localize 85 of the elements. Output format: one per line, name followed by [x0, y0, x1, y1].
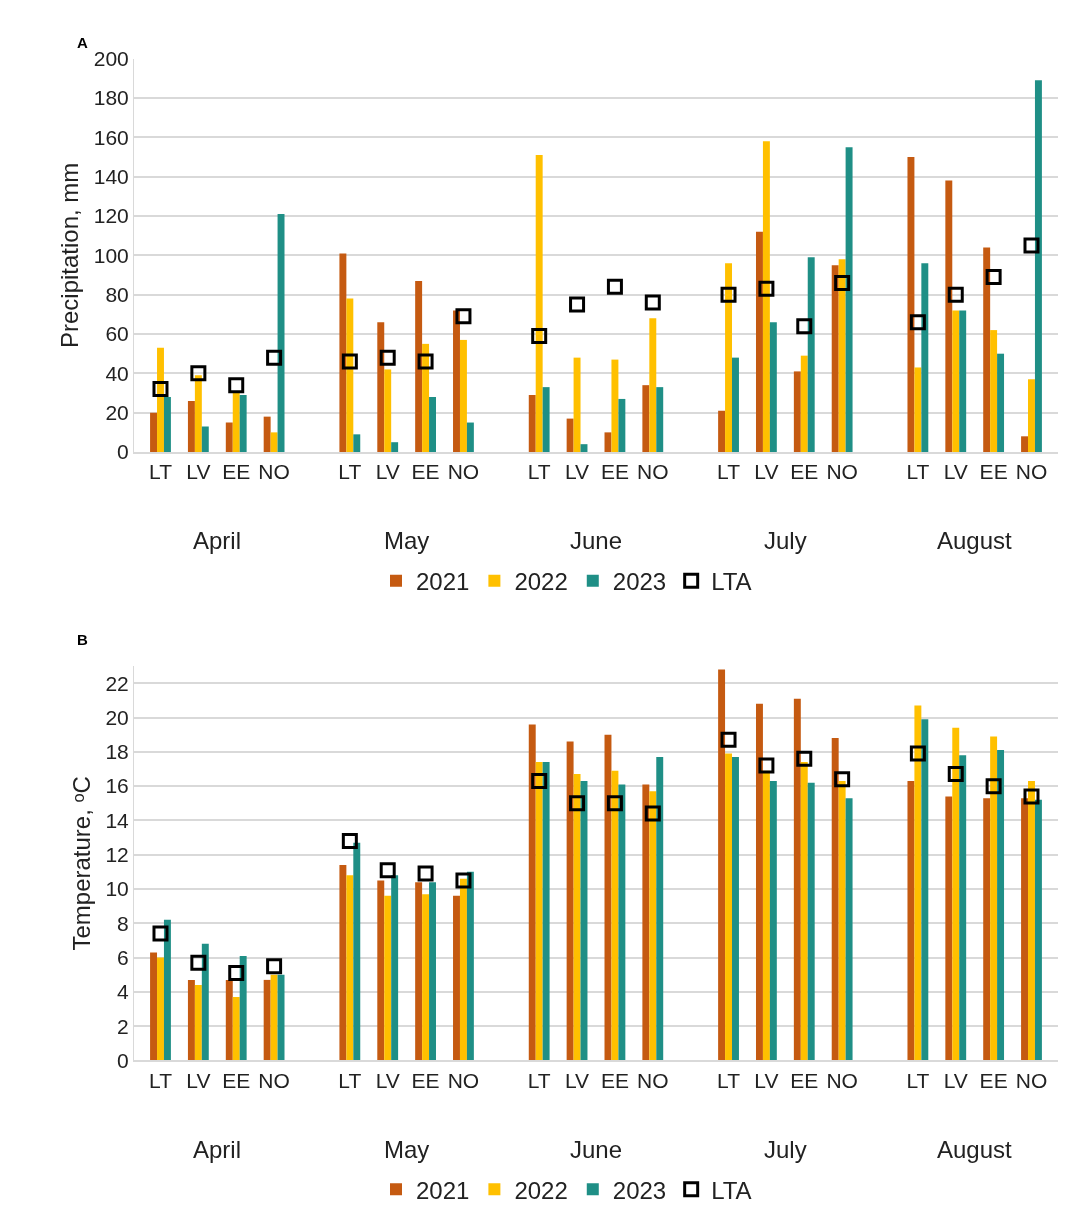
- y-tick-label: 0: [117, 1048, 129, 1072]
- y-tick-label: 18: [105, 740, 129, 764]
- y-tick-label: 60: [105, 322, 129, 346]
- text: July: [764, 527, 807, 554]
- y-tick-label: 14: [105, 808, 130, 832]
- y-tick-label: 40: [105, 361, 129, 385]
- text: June: [570, 1136, 623, 1163]
- x-tick-label: NO: [826, 1068, 858, 1092]
- x-tick-label: NO: [258, 460, 290, 484]
- y-axis-title: Precipitation, mm: [55, 162, 83, 349]
- y-tick-label: 200: [93, 46, 129, 70]
- x-tick-label: EE: [600, 460, 629, 484]
- y-tick-label: 120: [93, 204, 129, 228]
- y-tick-label: 16: [105, 774, 129, 798]
- x-tick-label: LT: [338, 460, 362, 484]
- x-tick-label: EE: [222, 460, 251, 484]
- x-tick-label: NO: [637, 460, 669, 484]
- legend-label: 2023: [612, 568, 667, 596]
- y-tick-label: 20: [105, 401, 129, 425]
- x-tick-label: EE: [979, 1068, 1008, 1092]
- y-tick-label: 140: [93, 165, 129, 189]
- legend-label: 2021: [416, 568, 470, 596]
- y-tick-label: 2: [117, 1014, 129, 1038]
- x-tick-label: LV: [754, 1068, 779, 1092]
- x-tick-label: EE: [790, 1068, 819, 1092]
- y-tick-label: 160: [93, 125, 129, 149]
- x-tick-label: EE: [411, 1068, 440, 1092]
- x-tick-label: NO: [1015, 460, 1048, 484]
- y-tick-label: 100: [93, 243, 129, 267]
- x-tick-label: LV: [943, 1068, 968, 1092]
- y-tick-label: 80: [105, 283, 129, 307]
- x-tick-label: NO: [637, 1068, 669, 1092]
- x-tick-label: LV: [564, 460, 590, 484]
- x-tick-label: NO: [258, 1068, 290, 1092]
- text: April: [193, 527, 242, 554]
- x-tick-label: LV: [564, 1068, 590, 1092]
- legend-label: LTA: [711, 1176, 752, 1204]
- y-tick-label: 0: [117, 440, 129, 464]
- chart-title: A: [77, 34, 88, 51]
- x-tick-label: LV: [943, 460, 968, 484]
- x-tick-label: LT: [527, 1068, 551, 1092]
- y-axis-title: Temperature, ᵒC: [67, 776, 95, 951]
- x-tick-label: LT: [527, 460, 551, 484]
- text: June: [570, 527, 623, 554]
- legend-label: 2021: [416, 1176, 470, 1204]
- x-tick-label: LT: [717, 1068, 741, 1092]
- legend-label: 2022: [514, 1176, 568, 1204]
- x-tick-label: NO: [826, 460, 858, 484]
- text: April: [193, 1136, 242, 1163]
- chart-title: B: [77, 631, 88, 648]
- y-tick-label: 12: [105, 843, 129, 867]
- x-tick-label: EE: [411, 460, 440, 484]
- x-tick-label: NO: [447, 1068, 480, 1092]
- text: May: [384, 1136, 430, 1163]
- text: July: [764, 1136, 807, 1163]
- y-tick-label: 6: [117, 945, 129, 969]
- x-tick-label: LT: [906, 1068, 930, 1092]
- x-tick-label: NO: [447, 460, 480, 484]
- x-tick-label: LT: [906, 460, 930, 484]
- x-tick-label: LV: [375, 1068, 400, 1092]
- text: August: [937, 1136, 1013, 1163]
- x-tick-label: LV: [186, 460, 211, 484]
- y-tick-label: 10: [105, 877, 129, 901]
- x-tick-label: NO: [1015, 1068, 1048, 1092]
- x-tick-label: EE: [222, 1068, 251, 1092]
- legend-label: 2023: [612, 1176, 667, 1204]
- x-tick-label: LT: [717, 460, 741, 484]
- x-tick-label: EE: [600, 1068, 629, 1092]
- x-tick-label: LV: [186, 1068, 211, 1092]
- text: May: [384, 527, 430, 554]
- x-tick-label: LT: [149, 1068, 173, 1092]
- x-tick-label: EE: [979, 460, 1008, 484]
- x-tick-label: LV: [754, 460, 779, 484]
- x-tick-label: LT: [338, 1068, 362, 1092]
- y-tick-label: 180: [93, 86, 129, 110]
- x-tick-label: LV: [375, 460, 400, 484]
- y-tick-label: 4: [117, 980, 130, 1004]
- x-tick-label: LT: [149, 460, 173, 484]
- legend-label: LTA: [711, 568, 752, 596]
- y-tick-label: 20: [105, 705, 129, 729]
- legend-label: 2022: [514, 568, 568, 596]
- text: August: [937, 527, 1013, 554]
- y-tick-label: 8: [117, 911, 129, 935]
- y-tick-label: 22: [105, 671, 129, 695]
- x-tick-label: EE: [790, 460, 819, 484]
